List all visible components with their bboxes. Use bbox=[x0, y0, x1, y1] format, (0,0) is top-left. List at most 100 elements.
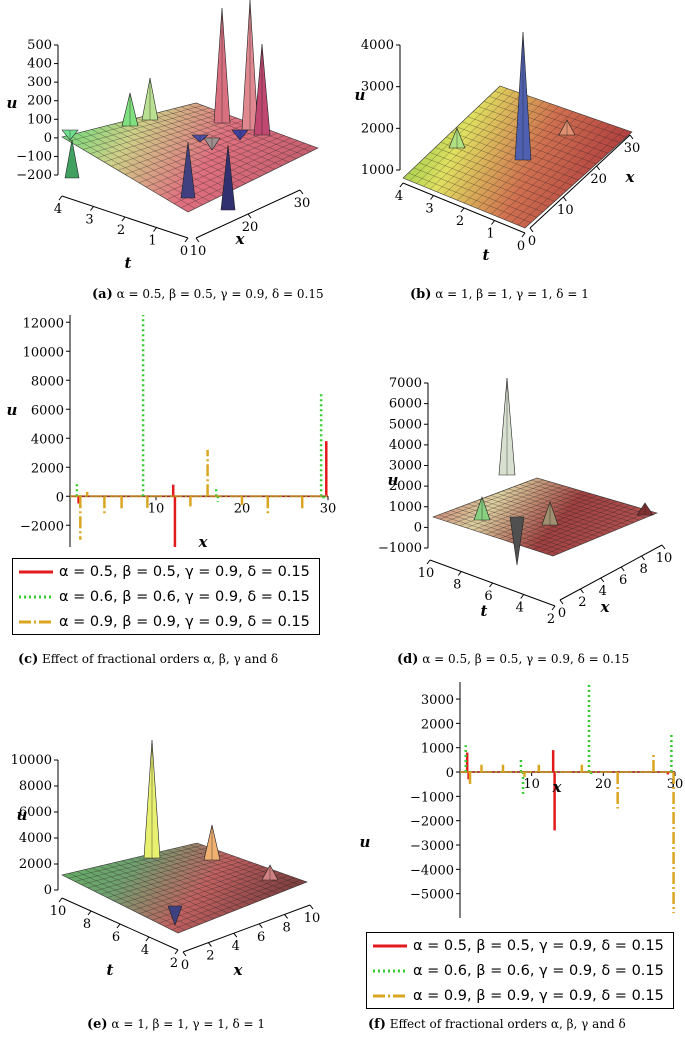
caption-c: (c) Effect of fractional orders α, β, γ … bbox=[18, 652, 278, 667]
t-tick-label: 2 bbox=[170, 956, 178, 971]
x-tick-label: 30 bbox=[624, 141, 641, 156]
t-tick bbox=[184, 237, 189, 243]
panel-e: 10000 8000 6000 4000 2000 0 10 8 6 4 2 0 2 4 6 8 10 u t x bbox=[0, 735, 330, 1015]
x-tick bbox=[207, 942, 212, 947]
y-tick-label: 8000 bbox=[31, 374, 64, 389]
line-plot-f: 3000 2000 1000 0 −1000 −2000 −3000 −4000 −5000 10… bbox=[360, 682, 684, 918]
z-tick-label: −200 bbox=[16, 168, 52, 183]
t-tick-label: 3 bbox=[85, 213, 93, 228]
x-tick-label: 20 bbox=[590, 172, 607, 187]
x-tick bbox=[299, 189, 304, 195]
panel-a: 500 400 300 200 100 0 −100 −200 4 3 2 1 0 10 20 30 u t x bbox=[0, 0, 330, 272]
x-tick-label: 10 bbox=[557, 203, 574, 218]
grid-line bbox=[174, 848, 286, 891]
t-tick-label: 0 bbox=[180, 244, 188, 259]
y-tick-label: 0 bbox=[446, 766, 454, 781]
y-axis-label: u bbox=[7, 401, 18, 419]
z-tick-label: 3000 bbox=[389, 459, 422, 474]
surface-dip bbox=[167, 905, 183, 926]
legend-f-label-3: α = 0.9, β = 0.9, γ = 0.9, δ = 0.15 bbox=[413, 987, 664, 1004]
legend-f-item-1: α = 0.5, β = 0.5, γ = 0.9, δ = 0.15 bbox=[367, 933, 673, 958]
t-tick bbox=[460, 207, 465, 213]
z-tick-label: 400 bbox=[27, 57, 52, 72]
panel-f: 3000 2000 1000 0 −1000 −2000 −3000 −4000 −5000 10… bbox=[345, 672, 685, 952]
t-tick bbox=[174, 949, 179, 955]
x-axis-label: x bbox=[600, 598, 611, 616]
panel-b: 4000 3000 2000 1000 4 3 2 1 0 0 10 20 30 u t x bbox=[340, 0, 680, 270]
z-tick-label: 6000 bbox=[389, 397, 422, 412]
x-tick bbox=[641, 555, 646, 561]
z-tick-label: 500 bbox=[27, 38, 52, 53]
t-axis-label: t bbox=[125, 254, 132, 270]
legend-c-label-1: α = 0.5, β = 0.5, γ = 0.9, δ = 0.15 bbox=[59, 563, 310, 580]
caption-b: (b) α = 1, β = 1, γ = 1, δ = 1 bbox=[410, 287, 589, 302]
t-tick-label: 2 bbox=[547, 612, 555, 627]
x-axis bbox=[182, 904, 311, 953]
legend-c-swatch-1 bbox=[19, 570, 53, 573]
x-tick-label: 30 bbox=[667, 777, 684, 792]
x-tick-label: 20 bbox=[242, 220, 259, 235]
caption-e-text: α = 1, β = 1, γ = 1, δ = 1 bbox=[111, 1017, 266, 1031]
t-tick-label: 6 bbox=[484, 589, 492, 604]
x-tick-label: 6 bbox=[619, 573, 627, 588]
legend-f-swatch-1 bbox=[373, 944, 407, 947]
x-tick bbox=[247, 213, 252, 219]
grid-line bbox=[546, 510, 651, 555]
x-tick-label: 4 bbox=[232, 939, 240, 954]
grid-line bbox=[173, 142, 305, 204]
t-tick bbox=[489, 582, 493, 588]
x-tick bbox=[559, 599, 564, 605]
grid-line bbox=[489, 96, 621, 143]
legend-c-swatch-3 bbox=[19, 620, 53, 623]
x-tick-label: 8 bbox=[639, 562, 647, 577]
y-tick-label: 1000 bbox=[421, 742, 454, 757]
x-axis-label: x bbox=[233, 961, 244, 979]
y-tick-label: 0 bbox=[56, 490, 64, 505]
caption-a-text: α = 0.5, β = 0.5, γ = 0.9, δ = 0.15 bbox=[116, 287, 324, 301]
caption-c-text: Effect of fractional orders α, β, γ and … bbox=[42, 652, 279, 666]
legend-c-label-2: α = 0.6, β = 0.6, γ = 0.9, δ = 0.15 bbox=[59, 588, 310, 605]
z-tick-label: 6000 bbox=[19, 805, 52, 820]
x-tick-label: 6 bbox=[257, 930, 265, 945]
x-tick-label: 30 bbox=[320, 501, 337, 516]
grid-line bbox=[518, 129, 625, 226]
x-tick-label: 2 bbox=[578, 595, 586, 610]
surface-plot-d: 70006000500040003000200010000−1000108642… bbox=[378, 376, 672, 627]
z-tick-label: 300 bbox=[27, 75, 52, 90]
x-tick-label: 10 bbox=[190, 244, 207, 259]
caption-d-text: α = 0.5, β = 0.5, γ = 0.9, δ = 0.15 bbox=[422, 652, 630, 666]
grid-line bbox=[539, 508, 644, 552]
x-axis-label: x bbox=[625, 168, 636, 186]
y-tick-label: 2000 bbox=[421, 717, 454, 732]
caption-e: (e) α = 1, β = 1, γ = 1, δ = 1 bbox=[87, 1017, 265, 1032]
t-tick-label: 4 bbox=[54, 202, 62, 217]
x-tick-label: 0 bbox=[528, 234, 536, 249]
grid-line bbox=[525, 482, 646, 518]
legend-c-item-1: α = 0.5, β = 0.5, γ = 0.9, δ = 0.15 bbox=[13, 559, 319, 584]
z-tick-label: 100 bbox=[27, 112, 52, 127]
caption-b-tag: (b) bbox=[410, 287, 432, 302]
z-axis-label: u bbox=[7, 94, 18, 112]
legend-c-item-2: α = 0.6, β = 0.6, γ = 0.9, δ = 0.15 bbox=[13, 584, 319, 609]
z-tick-label: 7000 bbox=[389, 376, 422, 391]
caption-a-tag: (a) bbox=[92, 287, 113, 302]
surface-dip bbox=[64, 139, 80, 179]
legend-f-label-1: α = 0.5, β = 0.5, γ = 0.9, δ = 0.15 bbox=[413, 937, 664, 954]
z-tick-label: 4000 bbox=[19, 831, 52, 846]
x-tick-label: 2 bbox=[206, 949, 214, 964]
t-tick-label: 2 bbox=[117, 223, 125, 238]
t-tick bbox=[58, 897, 63, 903]
caption-b-text: α = 1, β = 1, γ = 1, δ = 1 bbox=[435, 287, 589, 301]
z-tick-label: 4000 bbox=[361, 38, 394, 53]
x-tick bbox=[182, 951, 187, 957]
x-axis-label: x bbox=[198, 533, 209, 551]
x-tick-label: 0 bbox=[181, 958, 189, 973]
legend-f-item-3: α = 0.9, β = 0.9, γ = 0.9, δ = 0.15 bbox=[367, 983, 673, 1008]
z-tick-label: 4000 bbox=[389, 438, 422, 453]
t-tick bbox=[551, 605, 556, 611]
x-tick-label: 10 bbox=[304, 911, 321, 926]
x-tick-label: 30 bbox=[294, 196, 311, 211]
grid-line bbox=[165, 877, 295, 927]
